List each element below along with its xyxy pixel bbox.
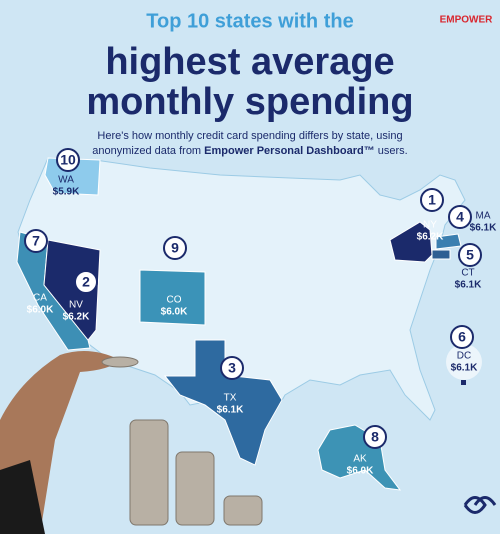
coin-stack (223, 495, 263, 526)
us-outline (17, 157, 466, 466)
state-abbr: CO (167, 295, 182, 306)
state-abbr: CA (33, 293, 47, 304)
rank-badge (24, 229, 48, 253)
state-value: $6.2K (417, 232, 444, 243)
state-abbr: DC (457, 351, 471, 362)
rank-number: 2 (82, 274, 90, 290)
coins (129, 419, 263, 526)
state-abbr: WA (58, 175, 74, 186)
rank-number: 8 (371, 429, 379, 445)
state-value: $5.9K (53, 187, 80, 198)
rank-number: 9 (171, 240, 179, 256)
state-value: $6.0K (161, 307, 188, 318)
state-ct (431, 249, 451, 260)
kicker: Top 10 states with the (146, 10, 353, 32)
rank-number: 4 (456, 209, 464, 225)
dc-callout (446, 344, 482, 380)
rank-badge (56, 148, 80, 172)
state-value: $6.0K (347, 466, 374, 477)
state-dc (461, 380, 466, 385)
state-abbr: NY (423, 220, 437, 231)
state-nv (43, 239, 101, 341)
rank-badge (363, 425, 387, 449)
rank-number: 5 (466, 247, 474, 263)
rank-number: 1 (428, 192, 436, 208)
state-ma (435, 233, 462, 250)
rank-badge (420, 188, 444, 212)
rank-number: 6 (458, 329, 466, 345)
state-abbr: MA (476, 211, 491, 222)
state-value: $6.1K (455, 280, 482, 291)
subtitle: Here's how monthly credit card spending … (97, 130, 402, 142)
rank-number: 7 (32, 233, 40, 249)
rank-badge (74, 270, 98, 294)
sleeve (0, 460, 45, 534)
state-value: $6.2K (63, 312, 90, 323)
rank-badge (458, 243, 482, 267)
coin-stack (175, 451, 215, 526)
logo-mark (463, 496, 497, 514)
state-abbr: AK (353, 454, 367, 465)
coin-stack (129, 419, 169, 526)
state-co (139, 269, 206, 326)
state-value: $6.0K (27, 305, 54, 316)
rank-number: 3 (228, 360, 236, 376)
rank-badge (163, 236, 187, 260)
state-abbr: NV (69, 300, 83, 311)
rank-badge (450, 325, 474, 349)
subtitle: anonymized data from Empower Personal Da… (92, 145, 407, 157)
rank-number: 10 (60, 152, 76, 168)
state-abbr: TX (224, 393, 237, 404)
state-value: $6.1K (470, 223, 497, 234)
brand: EMPOWER (440, 15, 494, 26)
rank-badge (220, 356, 244, 380)
title: highest average (105, 41, 394, 83)
state-value: $6.1K (217, 405, 244, 416)
state-value: $6.1K (451, 363, 478, 374)
state-abbr: CT (461, 268, 474, 279)
rank-badge (448, 205, 472, 229)
title: monthly spending (86, 81, 413, 123)
coin (101, 356, 139, 368)
